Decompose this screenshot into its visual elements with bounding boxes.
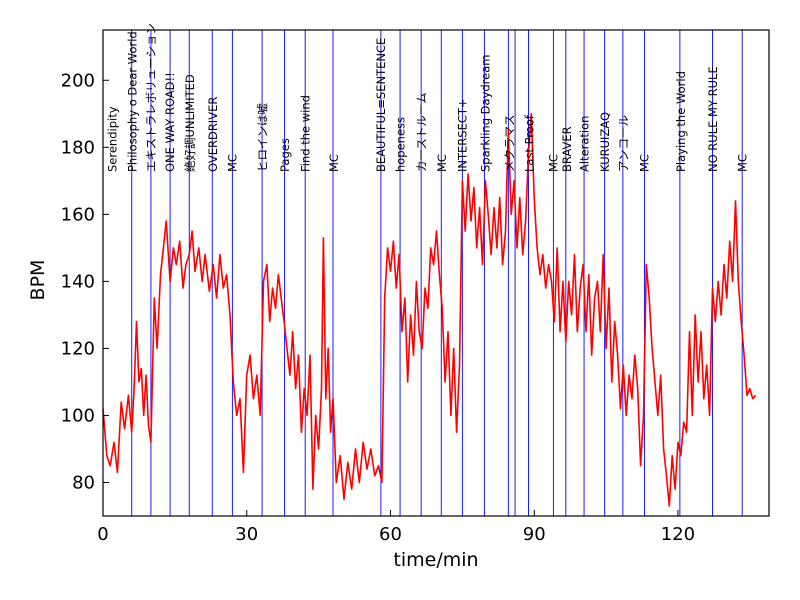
song-label-12: hopeness	[394, 117, 408, 172]
song-label-4: 絶好調UNLIMITED	[183, 74, 197, 172]
song-label-5: OVERDRIVER	[206, 97, 220, 172]
song-label-6: MC	[225, 154, 239, 172]
song-label-13: カーストルーム	[415, 92, 429, 172]
song-dividers	[131, 30, 743, 516]
y-tick-label-4: 160	[61, 204, 95, 225]
song-label-26: NO RULE MY RULE	[706, 66, 720, 172]
song-label-25: Playing the World	[674, 71, 688, 172]
song-label-11: BEAUTIFUL≡SENTENCE	[374, 38, 388, 172]
song-label-21: Alteration	[578, 116, 592, 172]
song-label-19: MC	[546, 154, 560, 172]
x-tick-label-3: 90	[523, 524, 546, 545]
x-tick-label-0: 0	[97, 524, 108, 545]
song-label-8: Pages	[278, 138, 292, 172]
y-axis-ticks: 80 100 120 140 160 180 200	[61, 70, 109, 493]
x-tick-label-2: 60	[379, 524, 402, 545]
song-label-20: BRAVER	[560, 126, 574, 172]
x-tick-label-1: 30	[235, 524, 258, 545]
song-label-7: ヒロインは嘘	[256, 103, 270, 172]
song-labels: Serendipity Philosophy o Dear World エキストラレ…	[106, 23, 750, 172]
y-axis-label: BPM	[27, 260, 49, 301]
x-axis-label: time/min	[393, 549, 478, 571]
song-label-9: Find the wind	[299, 95, 313, 172]
song-label-24: MC	[637, 154, 651, 172]
song-label-10: MC	[327, 154, 341, 172]
song-label-0: Serendipity	[106, 106, 120, 172]
song-label-27: MC	[736, 154, 750, 172]
song-label-17: メクラマス	[502, 115, 516, 173]
song-label-18: Last Proof	[522, 114, 536, 172]
y-tick-label-3: 140	[61, 271, 95, 292]
series-group	[102, 113, 757, 507]
plot-frame	[102, 29, 770, 517]
y-tick-label-5: 180	[61, 137, 95, 158]
song-label-22: KURUIZAQ	[598, 112, 612, 172]
song-label-2: エキストラレボリューション	[144, 23, 158, 172]
x-tick-label-4: 120	[661, 524, 695, 545]
song-label-1: Philosophy o Dear World	[126, 31, 140, 172]
song-label-16: Sparkling Daydream	[478, 55, 492, 172]
song-label-14: MC	[435, 154, 449, 172]
y-tick-label-6: 200	[61, 70, 95, 91]
y-tick-label-0: 80	[72, 472, 95, 493]
y-tick-label-2: 120	[61, 338, 95, 359]
y-tick-label-1: 100	[61, 405, 95, 426]
bpm-line	[102, 113, 757, 507]
song-label-3: ONE WAY ROAD!!	[163, 72, 177, 172]
song-label-15: INTERSECT+	[455, 98, 469, 172]
song-label-23: アンコール	[616, 115, 630, 172]
x-axis-ticks: 0 30 60 90 120	[97, 510, 695, 545]
